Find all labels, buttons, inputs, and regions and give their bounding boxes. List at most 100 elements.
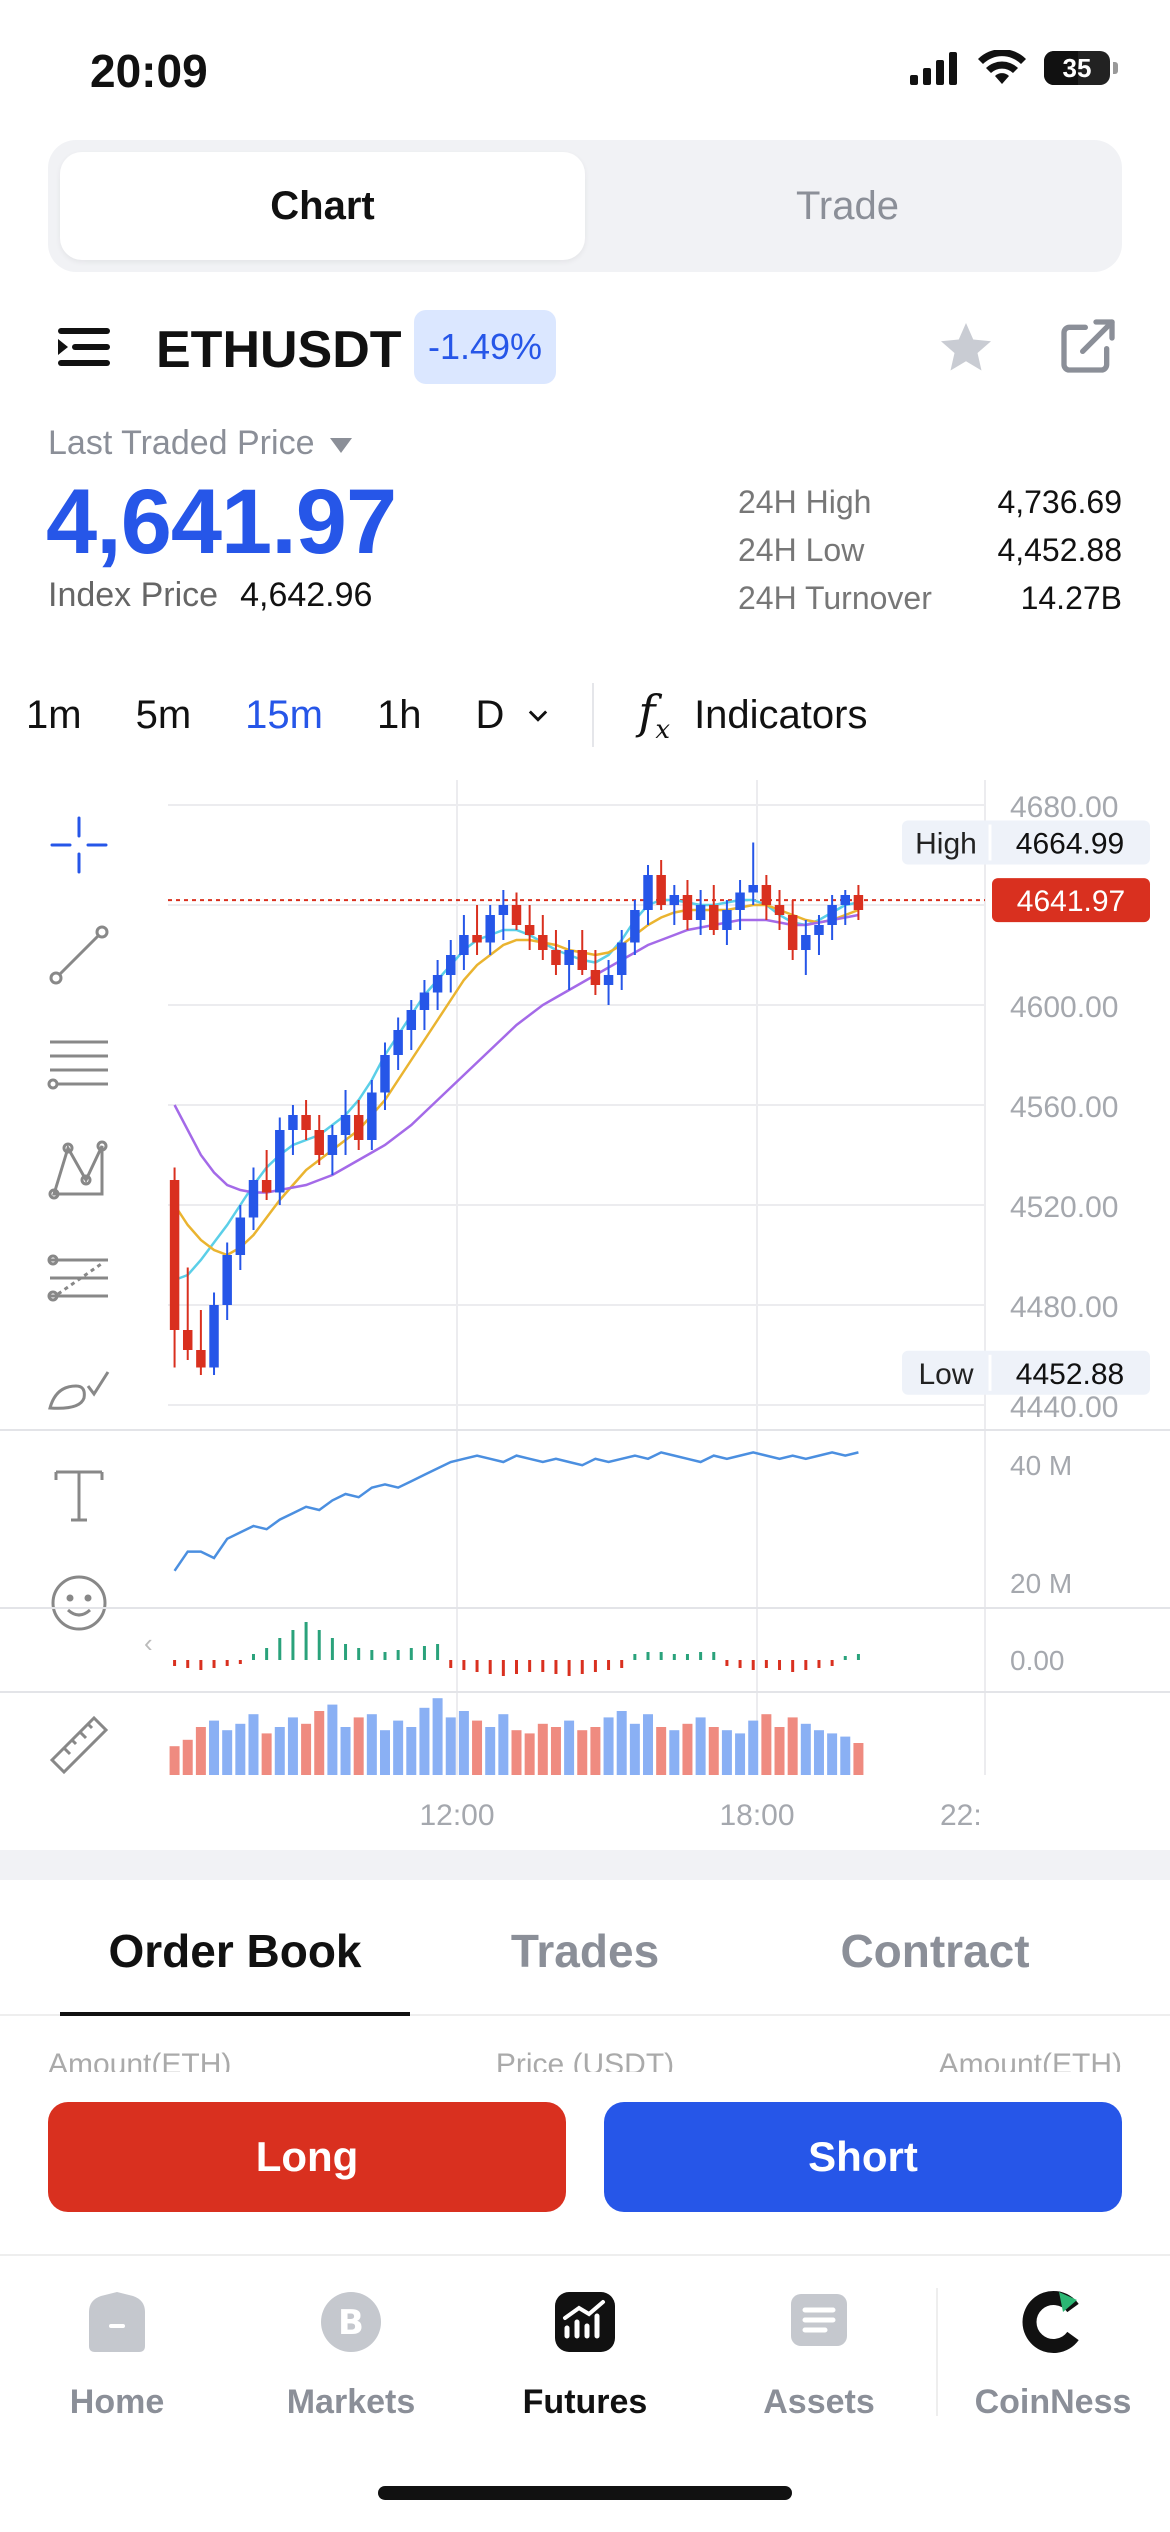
volume-bar — [721, 1730, 732, 1775]
volume-bar — [366, 1714, 377, 1775]
timeframe-1h[interactable]: 1h — [376, 692, 422, 737]
candle-body — [327, 1135, 338, 1155]
candle-body — [169, 1180, 180, 1330]
candle-body — [551, 950, 561, 965]
stat-row: 24H Turnover 14.27B — [738, 574, 1122, 622]
macd-tick-label: 0.00 — [1010, 1645, 1065, 1676]
fibonacci-icon[interactable] — [44, 1244, 114, 1314]
volume-bar — [616, 1711, 627, 1775]
x-tick-label: 18:00 — [719, 1799, 794, 1832]
candle-body — [643, 875, 653, 910]
function-icon[interactable]: fx — [638, 684, 671, 746]
nav-assets[interactable]: Assets — [702, 2288, 936, 2422]
candle-body — [222, 1255, 232, 1305]
volume-bar — [169, 1746, 180, 1775]
text-tool-icon[interactable] — [44, 1460, 114, 1530]
volume-bar — [787, 1717, 798, 1775]
high-tag — [902, 820, 1150, 865]
candles — [169, 842, 864, 1375]
candle-body — [695, 905, 706, 920]
horizontal-lines-icon[interactable] — [44, 1028, 114, 1098]
tab-contract[interactable]: Contract — [840, 1925, 1030, 1977]
volume-bar — [445, 1717, 456, 1775]
long-button[interactable]: Long — [48, 2102, 566, 2212]
crosshair-icon[interactable] — [44, 810, 114, 880]
volume-bar — [537, 1723, 548, 1775]
tab-trades[interactable]: Trades — [510, 1925, 660, 1977]
volume-bar — [458, 1711, 469, 1775]
moving-averages — [173, 898, 859, 1282]
candle-body — [840, 895, 851, 905]
candle-body — [288, 1115, 298, 1130]
favorite-star-icon[interactable] — [936, 318, 996, 378]
candle-body — [419, 992, 430, 1010]
volume-bar — [813, 1730, 824, 1775]
candle-body — [669, 895, 680, 905]
pair-list-menu-icon[interactable] — [54, 322, 114, 372]
price-chart[interactable]: 4680.00 4600.00 4560.00 4520.00 4480.00 4440.… — [0, 770, 1170, 1850]
candle-body — [196, 1350, 206, 1368]
timeframe-bar: 1m 5m 15m 1h D fx Indicators — [0, 670, 1170, 760]
volume-bar — [590, 1727, 601, 1775]
brush-icon[interactable] — [44, 1352, 114, 1422]
emoji-icon[interactable] — [44, 1568, 114, 1638]
tab-trade[interactable]: Trade — [795, 183, 899, 228]
timeframe-5m[interactable]: 5m — [135, 692, 192, 737]
symbol-name[interactable]: ETHUSDT — [156, 321, 402, 379]
open-external-icon[interactable] — [1056, 314, 1120, 378]
nav-home[interactable]: Home — [0, 2288, 234, 2422]
chevron-down-icon[interactable] — [524, 701, 552, 729]
volume-bar — [314, 1711, 325, 1775]
timeframe-1m[interactable]: 1m — [26, 692, 82, 737]
timeframe-15m[interactable]: 15m — [245, 692, 323, 737]
candle-body — [538, 935, 548, 950]
y-tick-label: 4440.00 — [1010, 1391, 1118, 1424]
volume-bar — [235, 1723, 246, 1775]
volume-bar — [432, 1698, 443, 1775]
last-price-selector[interactable]: Last Traded Price — [48, 424, 353, 463]
candle-body — [603, 975, 614, 985]
sub-panels — [169, 1451, 864, 1775]
volume-bar — [379, 1730, 390, 1775]
candle-body — [761, 885, 772, 905]
volume-bar — [564, 1720, 575, 1775]
volume-bar — [577, 1730, 588, 1775]
nav-futures[interactable]: Futures — [468, 2288, 702, 2422]
pattern-icon[interactable] — [44, 1136, 114, 1206]
nav-markets[interactable]: B Markets — [234, 2288, 468, 2422]
volume-bar — [629, 1723, 640, 1775]
y-tick-label: 4560.00 — [1010, 1091, 1118, 1124]
short-button[interactable]: Short — [604, 2102, 1122, 2212]
candle-body — [485, 915, 495, 943]
indicators-button[interactable]: Indicators — [694, 692, 868, 737]
volume-bar — [248, 1714, 259, 1775]
volume-bar — [406, 1727, 417, 1775]
volume-bar — [511, 1730, 522, 1775]
candle-body — [248, 1180, 259, 1218]
timeframe-d[interactable]: D — [475, 692, 505, 737]
tab-order-book[interactable]: Order Book — [108, 1925, 362, 1977]
nav-coinness[interactable]: CoinNess — [936, 2288, 1170, 2422]
x-tick-label: 12:00 — [419, 1799, 494, 1832]
volume-bar — [472, 1720, 483, 1775]
volume-bar — [682, 1723, 693, 1775]
nav-label: Markets — [286, 2383, 416, 2421]
candle-body — [827, 905, 837, 925]
ruler-icon[interactable] — [44, 1710, 114, 1780]
candle-body — [616, 942, 627, 975]
high-value: 4664.99 — [1016, 828, 1124, 861]
ma-line-cyan — [174, 898, 859, 1282]
candle-body — [340, 1115, 351, 1135]
candle-body — [406, 1010, 417, 1030]
index-price-value: 4,642.96 — [240, 576, 373, 614]
trend-line-icon[interactable] — [44, 920, 114, 990]
tab-chart[interactable]: Chart — [60, 152, 585, 260]
stat-value: 14.27B — [1020, 579, 1122, 616]
volume-bar — [695, 1717, 706, 1775]
order-actions: Long Short — [0, 2080, 1170, 2256]
nav-separator — [936, 2288, 938, 2416]
stat-row: 24H Low 4,452.88 — [738, 526, 1122, 574]
candle-body — [314, 1130, 324, 1155]
candle-body — [209, 1305, 219, 1368]
home-indicator — [378, 2486, 792, 2500]
